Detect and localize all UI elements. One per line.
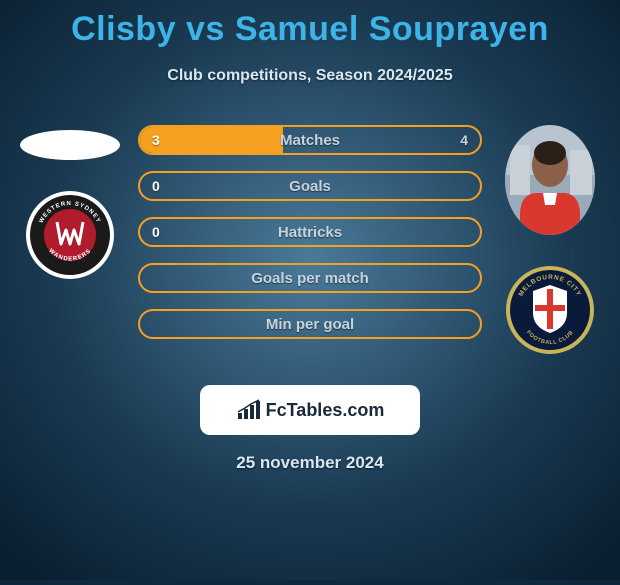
- stat-value-left: 0: [152, 224, 160, 240]
- stat-label: Goals: [289, 178, 331, 195]
- stats-column: 3 4 Matches 0 Goals 0 Hattricks Goals per match…: [130, 125, 490, 355]
- season-subtitle: Club competitions, Season 2024/2025: [0, 67, 620, 85]
- comparison-title: Clisby vs Samuel Souprayen: [0, 0, 620, 49]
- stat-bar-goals: 0 Goals: [138, 171, 482, 201]
- watermark: FcTables.com: [200, 385, 420, 435]
- right-player-photo: [505, 125, 595, 235]
- stat-value-left: 3: [152, 132, 160, 148]
- stat-bar-matches: 3 4 Matches: [138, 125, 482, 155]
- stat-label: Hattricks: [278, 224, 342, 241]
- stat-bar-goals-per-match: Goals per match: [138, 263, 482, 293]
- stat-fill-left: [140, 127, 283, 153]
- stat-value-right: 4: [460, 132, 468, 148]
- left-club-badge: WESTERN SYDNEY WANDERERS: [25, 190, 115, 280]
- right-player-column: MELBOURNE CITY FOOTBALL CLUB: [490, 125, 610, 355]
- generation-date: 25 november 2024: [0, 453, 620, 473]
- watermark-text: FcTables.com: [266, 400, 385, 421]
- stat-label: Goals per match: [251, 270, 369, 287]
- stat-label: Min per goal: [266, 316, 354, 333]
- right-club-badge: MELBOURNE CITY FOOTBALL CLUB: [505, 265, 595, 355]
- comparison-row: WESTERN SYDNEY WANDERERS 3 4 Matches 0 Goals…: [0, 125, 620, 355]
- chart-icon: [236, 399, 262, 421]
- stat-bar-min-per-goal: Min per goal: [138, 309, 482, 339]
- stat-label: Matches: [280, 132, 340, 149]
- stat-bar-hattricks: 0 Hattricks: [138, 217, 482, 247]
- stat-value-left: 0: [152, 178, 160, 194]
- left-player-placeholder: [20, 130, 120, 160]
- left-player-column: WESTERN SYDNEY WANDERERS: [10, 125, 130, 355]
